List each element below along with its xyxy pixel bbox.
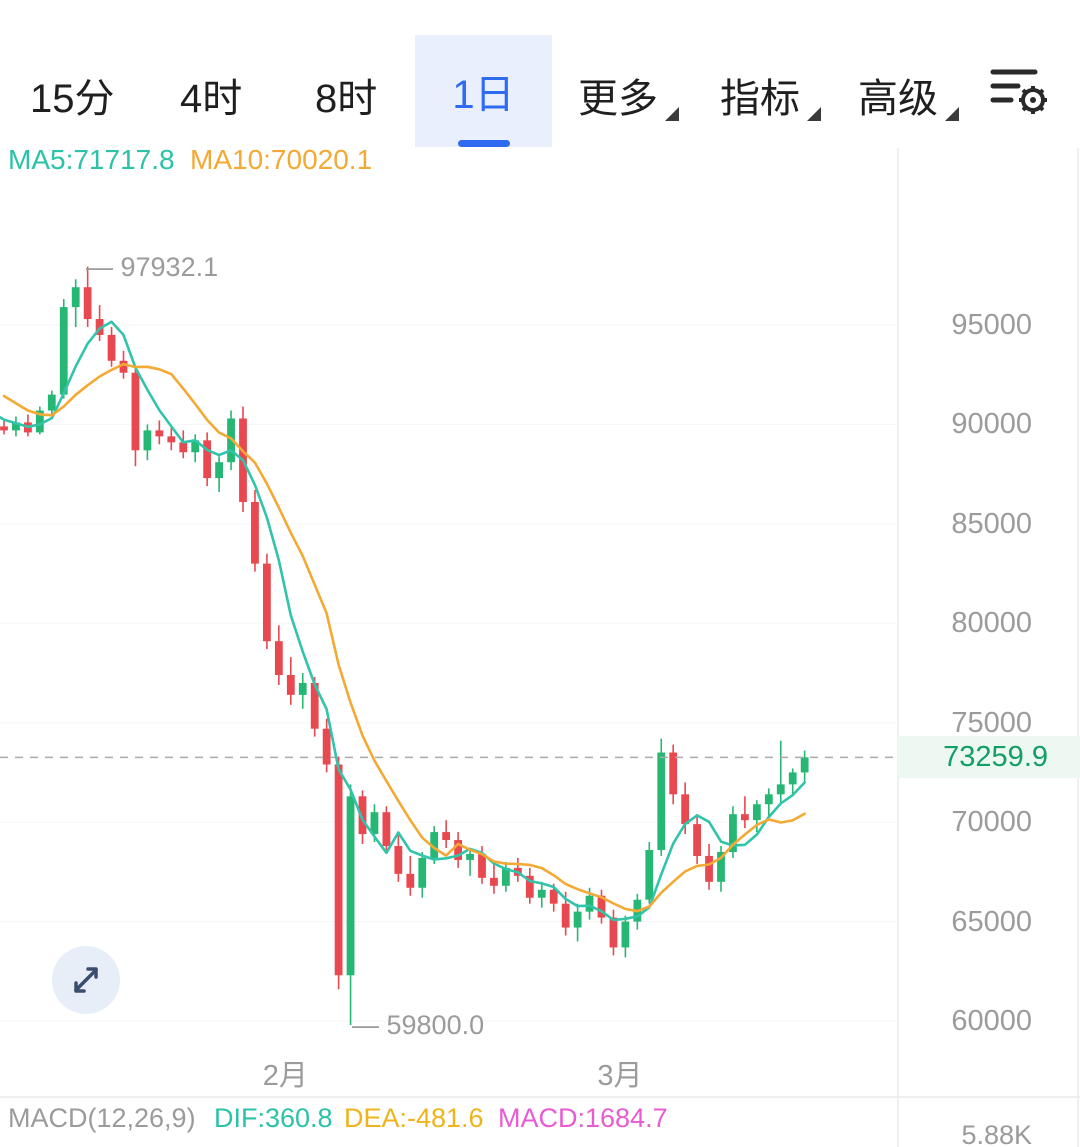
- timeframe-toolbar: 15分 4时 8时 1日 更多 指标 高级: [0, 0, 1080, 148]
- candle-body: [47, 394, 56, 411]
- fullscreen-expand-icon[interactable]: [50, 944, 122, 1016]
- candle-body: [418, 857, 427, 888]
- candle-body: [788, 772, 797, 785]
- last-price-badge: 73259.9: [898, 736, 1080, 779]
- candle-body: [155, 430, 164, 437]
- tab-4h[interactable]: 4时: [180, 77, 243, 121]
- tab-1day-label: 1日: [452, 73, 515, 117]
- low-price-annotation: — 59800.0: [352, 1010, 485, 1040]
- candle-body: [59, 307, 68, 395]
- tab-15min[interactable]: 15分: [30, 77, 115, 121]
- candle-body: [717, 851, 725, 882]
- candle-body: [263, 563, 271, 642]
- candle-body: [346, 796, 355, 976]
- candle-body: [298, 682, 307, 695]
- more-menu-label: 更多: [578, 77, 658, 121]
- ma10-value: MA10:70020.1: [190, 144, 373, 175]
- candle-body: [549, 889, 558, 904]
- candle-body: [203, 440, 212, 479]
- candle-body: [466, 853, 474, 860]
- high-price-annotation: — 97932.1: [86, 252, 219, 282]
- ma-legend: MA5:71717.8 MA10:70020.1: [8, 144, 372, 176]
- candle-body: [251, 501, 259, 564]
- candle-body: [705, 855, 713, 882]
- candle-body: [310, 682, 319, 729]
- candle-body: [561, 903, 570, 928]
- candle-body: [167, 436, 176, 443]
- candle-body: [729, 814, 737, 852]
- macd-params-label: MACD(12,26,9): [8, 1103, 196, 1133]
- candle-body: [334, 764, 343, 976]
- candle-body: [537, 889, 546, 898]
- candle-body: [609, 917, 618, 948]
- candle-body: [776, 784, 785, 795]
- candle-body: [657, 752, 666, 850]
- ma5-line: [0, 320, 806, 922]
- dropdown-triangle-icon: [665, 107, 679, 121]
- indicators-menu[interactable]: 指标: [720, 66, 821, 124]
- candle-body: [179, 442, 188, 453]
- candle-body: [573, 911, 582, 928]
- candle-body: [119, 360, 128, 373]
- candle-body: [406, 873, 415, 888]
- chart-settings-icon[interactable]: [990, 64, 1052, 118]
- candle-body: [358, 796, 367, 835]
- candle-body: [71, 287, 80, 308]
- ma10-line: [2, 362, 806, 913]
- macd-dif-value: DIF:360.8: [214, 1103, 333, 1133]
- macd-axis-label: 5.88K: [961, 1120, 1032, 1147]
- macd-dea-value: DEA:-481.6: [344, 1103, 484, 1133]
- candle-body: [370, 812, 379, 835]
- tab-8h[interactable]: 8时: [315, 77, 378, 121]
- candle-body: [693, 824, 701, 856]
- indicators-menu-label: 指标: [720, 77, 800, 121]
- candle-body: [669, 752, 678, 795]
- candle-body: [107, 334, 116, 361]
- candle-body: [502, 867, 510, 886]
- candle-body: [597, 895, 606, 918]
- candle-body: [274, 641, 283, 675]
- candle-body: [442, 832, 451, 841]
- ma5-value: MA5:71717.8: [8, 144, 175, 175]
- candle-body: [83, 287, 92, 320]
- candle-body: [95, 319, 104, 335]
- candle-body: [322, 728, 331, 765]
- candle-body: [35, 410, 44, 433]
- candle-body: [143, 430, 152, 451]
- advanced-menu[interactable]: 高级: [858, 66, 959, 124]
- candle-body: [800, 757, 809, 773]
- candle-body: [454, 840, 462, 860]
- candle-body: [585, 895, 594, 912]
- candle-body: [490, 877, 498, 886]
- candle-body: [752, 804, 761, 821]
- candle-body: [681, 794, 690, 825]
- candle-body: [394, 846, 403, 874]
- active-tab-indicator: [457, 140, 510, 147]
- candle-body: [645, 849, 654, 900]
- candle-body: [764, 794, 773, 805]
- candle-body: [525, 875, 534, 898]
- macd-value: MACD:1684.7: [498, 1103, 668, 1133]
- candle-body: [191, 440, 200, 453]
- advanced-menu-label: 高级: [858, 77, 938, 121]
- more-menu[interactable]: 更多: [578, 66, 679, 124]
- candle-body: [741, 814, 749, 821]
- tab-1day[interactable]: 1日: [415, 35, 552, 147]
- candle-body: [382, 812, 391, 847]
- candle-body: [0, 426, 8, 431]
- candle-body: [478, 853, 486, 878]
- candle-body: [12, 422, 20, 431]
- candle-body: [215, 462, 223, 479]
- dropdown-triangle-icon: [945, 107, 959, 121]
- dropdown-triangle-icon: [807, 107, 821, 121]
- candle-body: [430, 832, 439, 858]
- candle-body: [131, 372, 140, 451]
- candle-body: [286, 674, 295, 695]
- candle-body: [621, 921, 630, 948]
